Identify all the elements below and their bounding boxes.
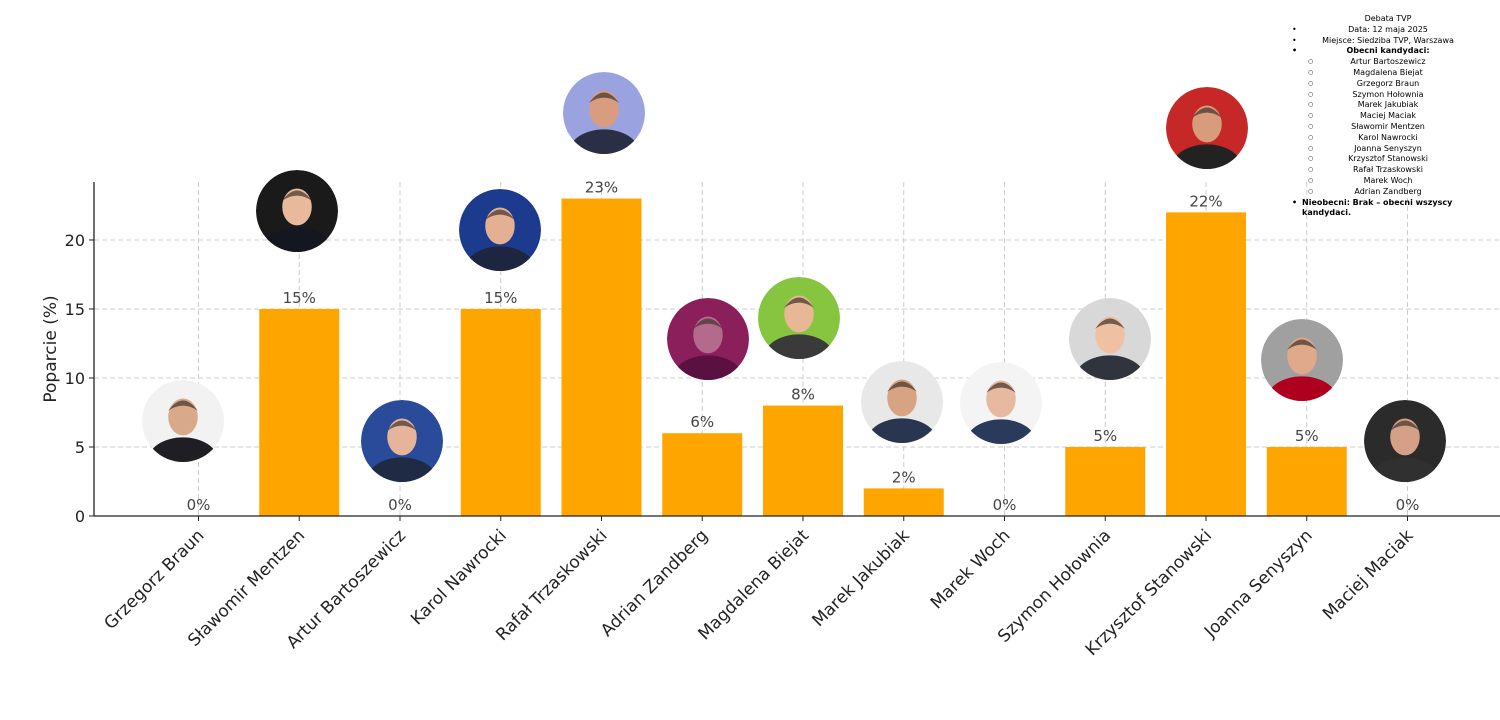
present-candidate: Szymon Hołownia [1288, 90, 1488, 101]
x-tick-label: Karol Nawrocki [407, 526, 511, 630]
bar [763, 405, 843, 516]
bar [1065, 446, 1146, 516]
data-label: 0% [993, 496, 1017, 514]
data-label: 5% [1295, 427, 1319, 445]
avatar-bartoszewicz-icon [361, 400, 443, 482]
x-tick-label: Joanna Senyszyn [1200, 526, 1317, 643]
data-label: 0% [388, 496, 412, 514]
data-label: 6% [690, 413, 714, 431]
data-label: 23% [585, 179, 618, 197]
data-label: 2% [892, 468, 916, 486]
avatar-woch-icon [960, 362, 1042, 444]
y-axis-label: Poparcie (%) [41, 295, 61, 402]
present-candidate: Grzegorz Braun [1288, 79, 1488, 90]
avatar-biejat-icon [758, 277, 840, 359]
y-tick-label: 5 [75, 438, 85, 457]
bar [662, 433, 743, 516]
present-candidate: Marek Jakubiak [1288, 100, 1488, 111]
bar [1266, 446, 1347, 516]
bar [561, 198, 642, 516]
bar [1166, 212, 1246, 516]
avatar-braun-icon [142, 380, 224, 462]
bar [259, 308, 340, 516]
debate-info-box: Debata TVP Data: 12 maja 2025 Miejsce: S… [1288, 14, 1488, 219]
data-label: 0% [1396, 496, 1420, 514]
present-candidate: Adrian Zandberg [1288, 187, 1488, 198]
x-tick-label: Marek Jakubiak [809, 526, 914, 631]
avatar-mentzen-icon [256, 170, 338, 252]
data-label: 0% [187, 496, 211, 514]
present-candidate: Sławomir Mentzen [1288, 122, 1488, 133]
data-label: 15% [484, 289, 517, 307]
y-tick-label: 0 [75, 507, 85, 526]
avatar-stanowski-icon [1166, 87, 1248, 169]
avatar-holownia-icon [1069, 298, 1151, 380]
x-tick-label: Szymon Hołownia [994, 526, 1115, 647]
info-place: Miejsce: Siedziba TVP, Warszawa [1288, 36, 1488, 47]
avatar-jakubiak-icon [861, 361, 943, 443]
avatar-zandberg-icon [667, 298, 749, 380]
info-list: Data: 12 maja 2025 Miejsce: Siedziba TVP… [1288, 25, 1488, 219]
x-tick-label: Rafał Trzaskowski [492, 526, 611, 645]
y-tick-label: 20 [65, 231, 85, 250]
avatar-maciak-icon [1364, 400, 1446, 482]
present-candidate: Marek Woch [1288, 176, 1488, 187]
data-label: 15% [283, 289, 316, 307]
present-candidate: Magdalena Biejat [1288, 68, 1488, 79]
info-present-label: Obecni kandydaci: [1288, 46, 1488, 57]
data-label: 5% [1093, 427, 1117, 445]
present-candidate: Artur Bartoszewicz [1288, 57, 1488, 68]
avatar-senyszyn-icon [1261, 319, 1343, 401]
x-tick-label: Marek Woch [927, 526, 1015, 614]
info-absent: Nieobecni: Brak – obecni wszyscy kandyda… [1288, 198, 1488, 220]
present-candidate: Joanna Senyszyn [1288, 144, 1488, 155]
bar [460, 308, 541, 516]
avatar-nawrocki-icon [459, 189, 541, 271]
y-tick-label: 10 [65, 369, 85, 388]
y-tick-label: 15 [65, 300, 85, 319]
present-candidate: Karol Nawrocki [1288, 133, 1488, 144]
x-tick-label: Adrian Zandberg [597, 526, 712, 641]
info-date: Data: 12 maja 2025 [1288, 25, 1488, 36]
x-tick-label: Grzegorz Braun [100, 526, 208, 634]
present-candidate: Rafał Trzaskowski [1288, 165, 1488, 176]
x-tick-label: Magdalena Biejat [694, 526, 813, 645]
present-candidate: Krzysztof Stanowski [1288, 154, 1488, 165]
present-candidate: Maciej Maciak [1288, 111, 1488, 122]
bar [863, 488, 944, 516]
x-tick-label: Maciej Maciak [1319, 526, 1418, 625]
avatar-trzaskowski-icon [563, 72, 645, 154]
info-title: Debata TVP [1364, 14, 1412, 23]
data-label: 22% [1189, 192, 1222, 210]
data-label: 8% [791, 386, 815, 404]
